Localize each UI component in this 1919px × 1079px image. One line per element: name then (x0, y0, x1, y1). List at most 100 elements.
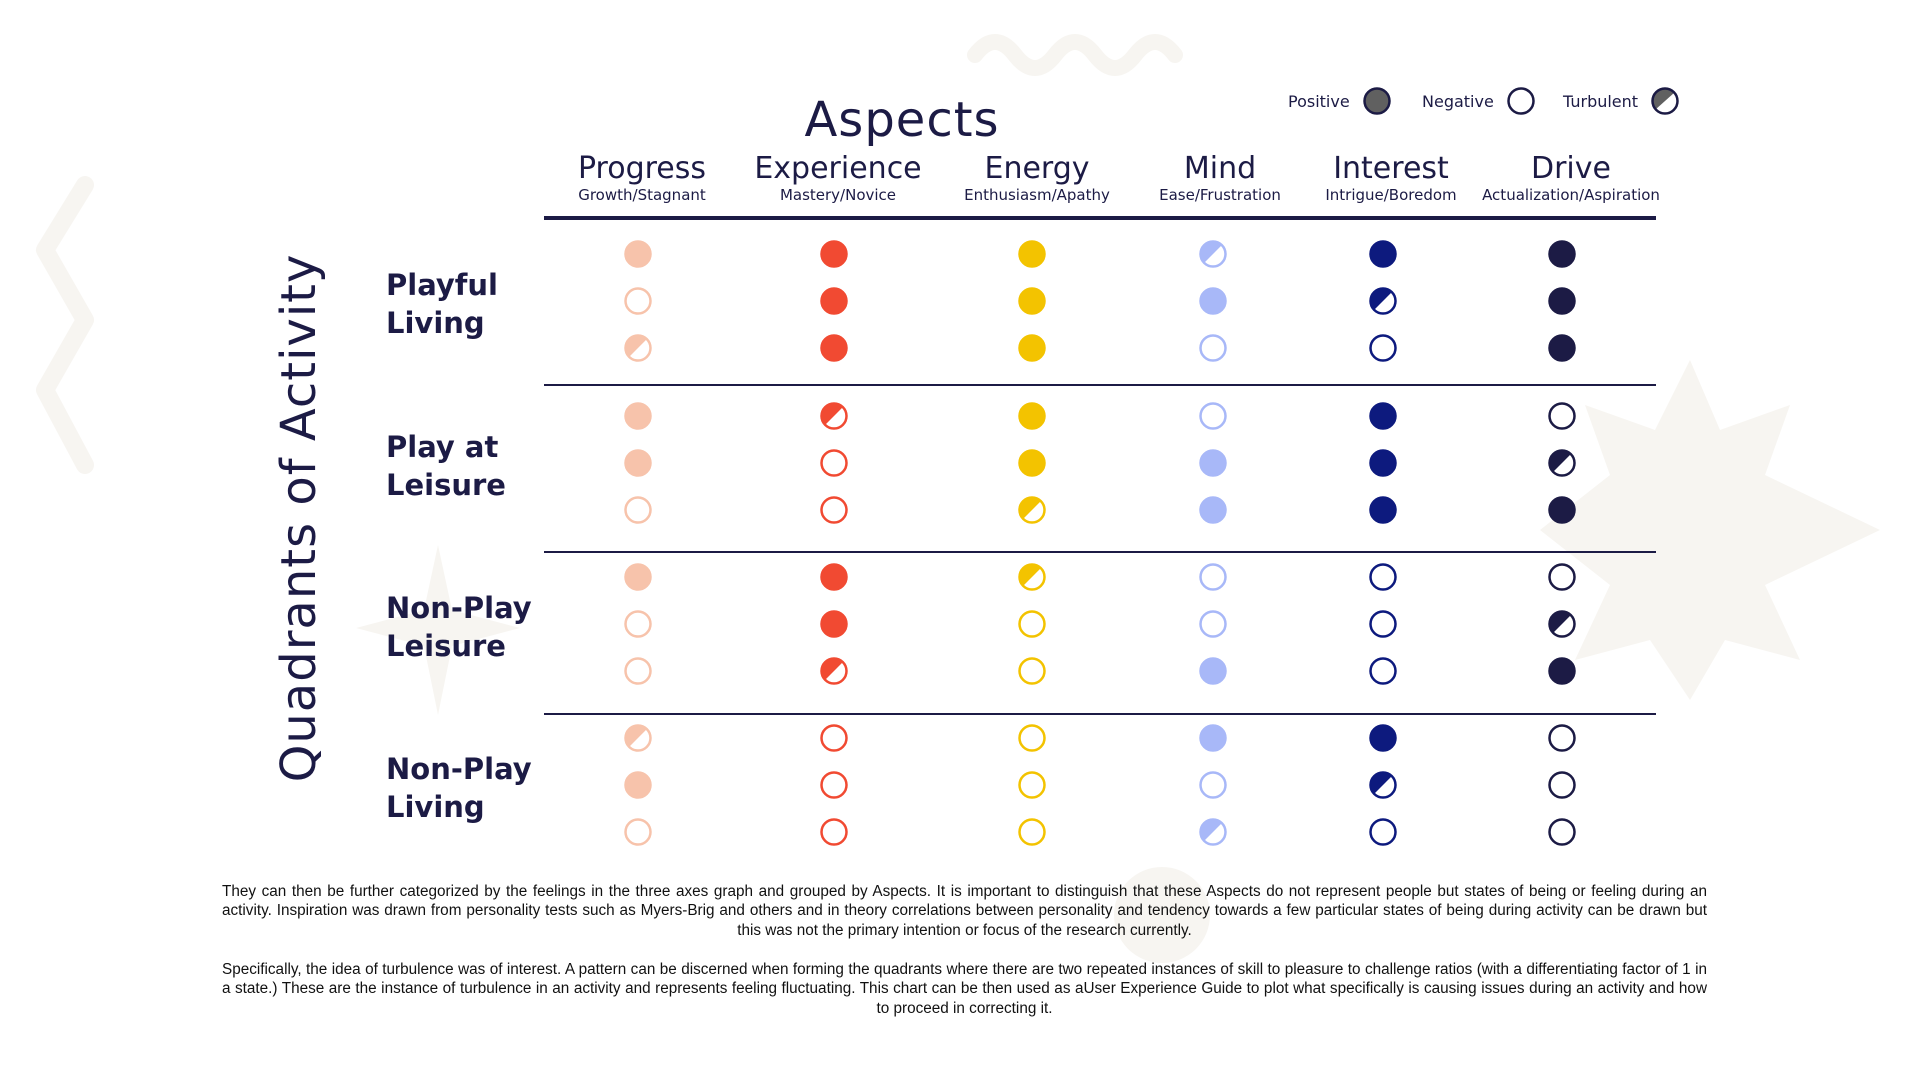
quadrant-label-non-play-living: Non-Play Living (386, 750, 532, 826)
positive-state-circle (1369, 240, 1397, 268)
negative-state-circle (1548, 818, 1576, 846)
positive-state-circle (1018, 402, 1046, 430)
spark-decoration (356, 545, 520, 715)
column-subtitle: Enthusiasm/Apathy (964, 186, 1110, 204)
negative-legend-icon (1507, 87, 1535, 115)
negative-state-circle (1548, 563, 1576, 591)
quadrant-label-line: Leisure (386, 468, 506, 502)
column-header-mind: Mind Ease/Frustration (1159, 152, 1281, 205)
starburst-decoration (1540, 360, 1880, 700)
positive-state-circle (820, 334, 848, 362)
turbulent-state-circle (1369, 287, 1397, 315)
negative-state-circle (1369, 657, 1397, 685)
quadrant-label-playful-living: Playful Living (386, 266, 498, 342)
description-paragraph: Specifically, the idea of turbulence was… (222, 961, 1707, 1017)
positive-state-circle (1018, 287, 1046, 315)
positive-state-circle (1548, 657, 1576, 685)
legend-negative-label: Negative (1422, 91, 1494, 111)
positive-state-circle (1199, 287, 1227, 315)
negative-state-circle (1369, 563, 1397, 591)
description-paragraph: They can then be further categorized by … (222, 883, 1707, 939)
quadrant-label-line: Playful (386, 268, 498, 302)
negative-state-circle (1369, 610, 1397, 638)
negative-state-circle (820, 449, 848, 477)
quadrant-label-line: Non-Play (386, 752, 532, 786)
turbulent-state-circle (1018, 496, 1046, 524)
positive-state-circle (1548, 334, 1576, 362)
negative-state-circle (1199, 563, 1227, 591)
turbulent-state-circle (1548, 610, 1576, 638)
positive-state-circle (1369, 496, 1397, 524)
wave-decoration (967, 34, 1183, 76)
column-header-interest: Interest Intrigue/Boredom (1325, 151, 1457, 205)
blob-decoration (1114, 867, 1210, 963)
negative-state-circle (1369, 818, 1397, 846)
turbulent-legend-icon (1651, 87, 1679, 115)
positive-state-circle (624, 449, 652, 477)
positive-state-circle (1199, 657, 1227, 685)
positive-state-circle (1199, 449, 1227, 477)
turbulent-state-circle (820, 657, 848, 685)
quadrant-label-play-at-leisure: Play at Leisure (386, 428, 506, 504)
column-name: Drive (1531, 151, 1611, 186)
positive-state-circle (1018, 240, 1046, 268)
positive-state-circle (1369, 402, 1397, 430)
positive-state-circle (1199, 724, 1227, 752)
column-subtitle: Intrigue/Boredom (1325, 186, 1457, 204)
turbulent-state-circle (1548, 449, 1576, 477)
zigzag-decoration (36, 176, 94, 474)
quadrant-divider (544, 713, 1656, 715)
positive-state-circle (820, 240, 848, 268)
column-header-progress: Progress Growth/Stagnant (577, 151, 707, 205)
column-subtitle: Ease/Frustration (1159, 186, 1281, 204)
negative-state-circle (1018, 610, 1046, 638)
negative-state-circle (1548, 771, 1576, 799)
column-name: Experience (754, 151, 922, 186)
column-name: Interest (1333, 151, 1449, 186)
negative-state-circle (1199, 610, 1227, 638)
quadrant-label-line: Non-Play (386, 591, 532, 625)
column-name: Energy (984, 151, 1090, 186)
column-header-experience: Experience Mastery/Novice (754, 151, 922, 205)
turbulent-state-circle (1199, 240, 1227, 268)
positive-state-circle (1199, 496, 1227, 524)
negative-state-circle (1199, 771, 1227, 799)
negative-state-circle (1018, 724, 1046, 752)
negative-state-circle (820, 496, 848, 524)
positive-state-circle (1369, 724, 1397, 752)
positive-state-circle (1369, 449, 1397, 477)
negative-state-circle (624, 818, 652, 846)
header-divider (544, 216, 1656, 220)
positive-state-circle (1548, 287, 1576, 315)
negative-state-circle (1018, 657, 1046, 685)
positive-state-circle (624, 240, 652, 268)
column-header-drive: Drive Actualization/Aspiration (1482, 151, 1660, 205)
quadrant-divider (544, 551, 1656, 553)
negative-state-circle (1199, 402, 1227, 430)
negative-state-circle (1548, 724, 1576, 752)
negative-state-circle (624, 496, 652, 524)
negative-state-circle (1199, 334, 1227, 362)
quadrant-label-line: Living (386, 790, 485, 824)
positive-state-circle (1018, 334, 1046, 362)
negative-state-circle (820, 771, 848, 799)
negative-state-circle (820, 724, 848, 752)
turbulent-state-circle (624, 334, 652, 362)
negative-state-circle (1018, 818, 1046, 846)
turbulent-state-circle (624, 724, 652, 752)
positive-state-circle (624, 563, 652, 591)
turbulent-state-circle (820, 402, 848, 430)
legend-positive: Positive (1288, 86, 1392, 116)
legend-positive-label: Positive (1288, 91, 1350, 111)
negative-state-circle (624, 287, 652, 315)
quadrant-label-line: Play at (386, 430, 499, 464)
negative-state-circle (624, 657, 652, 685)
negative-state-circle (624, 610, 652, 638)
legend-turbulent: Turbulent (1563, 86, 1680, 116)
positive-state-circle (820, 287, 848, 315)
positive-state-circle (624, 402, 652, 430)
column-subtitle: Mastery/Novice (779, 186, 897, 204)
column-name: Progress (577, 151, 707, 186)
